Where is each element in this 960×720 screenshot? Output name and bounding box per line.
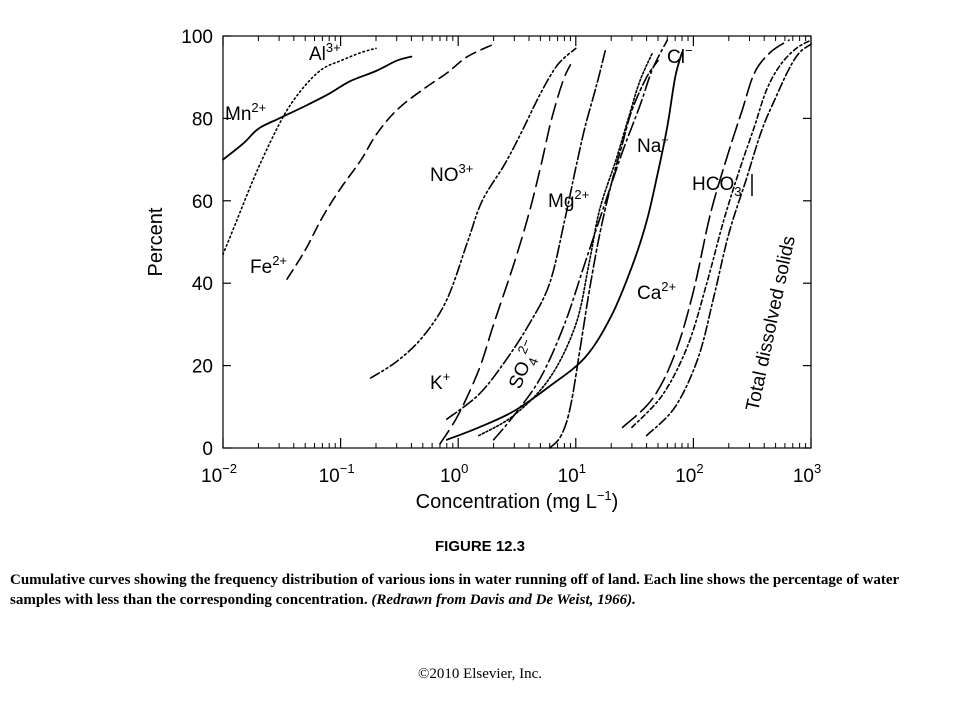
series-line-tds2 (631, 39, 812, 429)
label-al: Al3+ (309, 40, 341, 65)
x-tick-label: 100 (440, 461, 468, 487)
label-no: NO3+ (430, 161, 473, 186)
series-line-al (222, 47, 377, 256)
y-tick-label: 60 (192, 192, 213, 213)
label-so4: SO42− (501, 337, 546, 394)
series-line-cl (478, 51, 654, 437)
caption-citation: (Redrawn from Davis and De Weist, 1966). (371, 592, 636, 608)
label-fe: Fe2+ (250, 253, 287, 278)
series-line-fe (286, 43, 495, 280)
y-tick-label: 80 (192, 109, 213, 130)
label-ca: Ca2+ (637, 279, 676, 304)
figure-caption: Cumulative curves showing the frequency … (10, 570, 940, 610)
y-tick-label: 0 (202, 439, 213, 460)
label-na: Na+ (637, 132, 669, 157)
x-tick-label: 10−1 (319, 461, 355, 487)
series-line-tds (645, 43, 812, 437)
figure-label: FIGURE 12.3 (434, 538, 526, 555)
series-line-so4 (492, 39, 669, 441)
x-tick-label: 101 (558, 461, 586, 487)
x-tick-label: 102 (675, 461, 703, 487)
label-mg: Mg2+ (548, 187, 589, 212)
copyright-notice: ©2010 Elsevier, Inc. (417, 666, 543, 682)
y-axis-label: Percent (145, 207, 167, 276)
label-cl: Cl− (667, 43, 693, 68)
y-axis-ticks: 0 20 40 60 80 100 (181, 27, 811, 460)
y-tick-label: 40 (192, 274, 213, 295)
label-k: K+ (430, 369, 450, 394)
x-tick-label: 10−2 (201, 461, 237, 487)
series-line-mg (446, 47, 607, 420)
label-hco3: HCO3 (692, 174, 741, 199)
plot-frame (222, 35, 812, 449)
caption-text: Cumulative curves showing the frequency … (10, 572, 899, 608)
x-tick-label: 103 (793, 461, 821, 487)
label-mn: Mn2+ (225, 100, 266, 125)
y-tick-label: 100 (181, 27, 213, 48)
label-tds: Total dissolved solids (742, 234, 800, 413)
series-line-mn (222, 55, 413, 161)
series-group (222, 39, 812, 449)
series-line-k (439, 64, 572, 445)
series-line-hco3 (621, 39, 790, 429)
series-line-ca (445, 51, 683, 441)
cumulative-ion-chart: 0 20 40 60 80 100 10−2 10−1 100 101 102 103 Percen… (145, 27, 821, 513)
y-tick-label: 20 (192, 357, 213, 378)
series-line-na (548, 59, 659, 449)
x-axis-label: Concentration (mg L−1) (416, 488, 619, 513)
series-line-no (369, 47, 577, 379)
